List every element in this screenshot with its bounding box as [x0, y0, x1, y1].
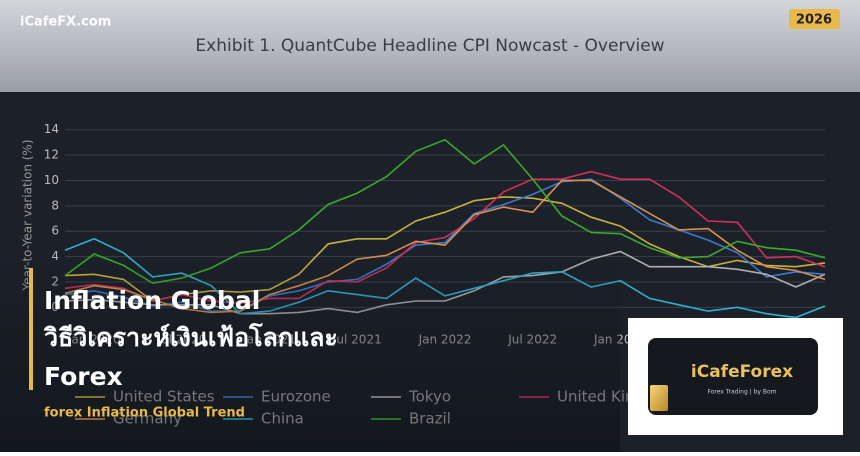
legend-label: Tokyo: [408, 388, 451, 406]
chart-title: Exhibit 1. QuantCube Headline CPI Nowcas…: [195, 36, 664, 56]
y-tick-label: 8: [51, 198, 59, 212]
y-tick-label: 6: [51, 224, 59, 238]
headline: Forex: [44, 362, 123, 391]
year-badge: [789, 9, 840, 29]
legend-label: United States: [113, 388, 215, 406]
logo-badge: [650, 385, 668, 411]
accent-bar: [29, 268, 33, 390]
legend-label: Germany: [113, 410, 182, 428]
header-band: [0, 0, 860, 92]
y-tick-label: 10: [44, 173, 59, 187]
legend-label: Eurozone: [261, 388, 331, 406]
headline: วิธีวิเคราะห์เงินเฟ้อโลกและ: [43, 322, 338, 352]
logo-name: iCafeForex: [691, 362, 793, 382]
headline: Inflation Global: [44, 286, 260, 315]
tagline: forex Inflation Global Trend: [44, 406, 245, 421]
year: 2026: [796, 13, 832, 28]
logo-plate: [648, 338, 818, 415]
site-name: iCafeFX.com: [20, 15, 111, 30]
legend-label: Brazil: [409, 410, 451, 428]
y-tick-label: 12: [44, 148, 59, 162]
y-tick-label: 14: [44, 122, 59, 136]
logo-slogan: Forex Trading | by Bom: [707, 389, 776, 396]
legend-label: China: [261, 410, 304, 428]
